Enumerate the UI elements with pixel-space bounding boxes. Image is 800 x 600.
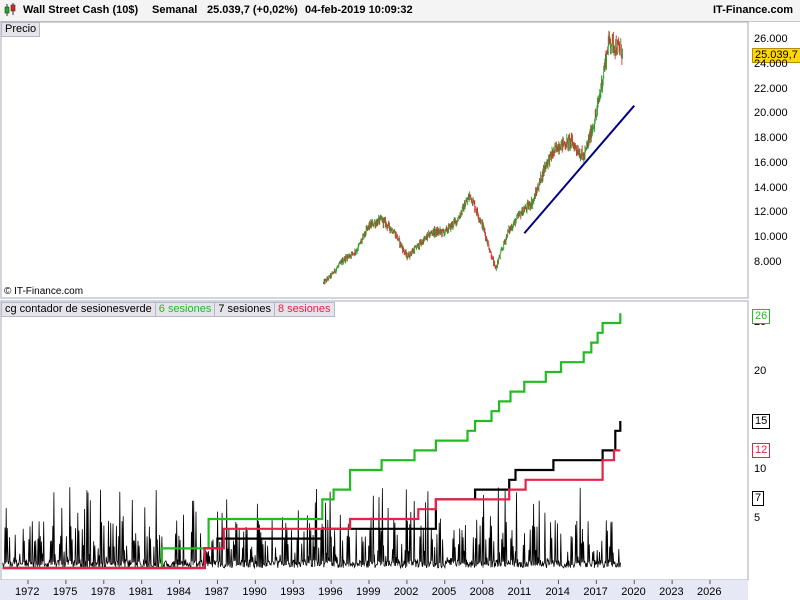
badge-noise: 7 [752,491,765,506]
noise-line [2,487,621,570]
x-axis-tick-label: 2026 [697,586,722,598]
badge-6-sesiones: 26 [752,309,771,324]
price-y-tick: 24.000 [754,57,788,70]
x-axis-tick-label: 1993 [280,586,305,598]
price-y-tick: 14.000 [754,181,788,194]
badge-8-sesiones: 12 [752,443,771,458]
x-axis-tick-label: 2020 [621,586,646,598]
x-axis-tick-label: 1999 [356,586,381,598]
indicator-panel-tag: cg contador de sesionesverde [1,302,156,317]
x-axis-tick-label: 2023 [659,586,684,598]
badge-7-sesiones: 15 [752,414,771,429]
datetime-label: 04-feb-2019 10:09:32 [305,4,413,16]
indicator-legend: cg contador de sesionesverde 6 sesiones 7 … [1,302,335,317]
watermark-label: © IT-Finance.com [4,286,84,297]
step-series-7-sesiones[interactable] [2,421,622,570]
price-y-tick: 16.000 [754,156,788,169]
price-y-tick: 20.000 [754,107,788,120]
x-axis-tick-label: 2011 [507,586,532,598]
price-y-tick: 18.000 [754,132,788,145]
price-panel[interactable] [0,21,749,299]
price-panel-tag: Precio [1,22,41,37]
x-axis-tick-label: 2002 [393,586,419,598]
quote-label: 25.039,7 (+0,02%) [207,4,298,16]
price-y-tick: 10.000 [754,231,788,244]
x-axis-tick-label: 2008 [469,586,495,598]
x-axis-tick-label: 1981 [128,586,154,598]
x-axis-tick-label: 1972 [15,586,40,598]
brand-label: IT-Finance.com [713,4,794,16]
x-axis-tick-label: 2014 [545,586,570,598]
x-axis-tick-label: 1978 [90,586,116,598]
indicator-y-tick: 10 [754,463,767,475]
period-label: Semanal [152,4,198,16]
trendline[interactable] [523,105,635,234]
x-axis-tick-label: 2005 [431,586,457,598]
x-axis-tick-label: 1990 [242,586,267,598]
instrument-title: Wall Street Cash (10$) [23,4,139,16]
price-y-tick: 8.000 [754,256,782,268]
indicator-y-tick: 20 [754,365,767,377]
indicator-panel[interactable] [0,300,749,581]
indicator-y-tick: 5 [754,512,761,524]
step-series-8-sesiones[interactable] [2,449,621,570]
current-price-badge: 25.039,7 [752,48,800,63]
x-axis-tick-label: 1996 [318,586,343,598]
price-y-tick: 26.000 [754,33,788,45]
x-axis-tick-label: 1975 [52,586,78,598]
candlestick-icon [4,3,16,17]
price-y-tick: 22.000 [754,82,788,95]
price-candles [323,30,623,285]
step-series-6-sesiones[interactable] [2,313,622,570]
price-y-tick: 12.000 [754,206,788,219]
x-axis-tick-label: 2017 [583,586,608,598]
legend-7-sesiones[interactable]: 7 sesiones [215,302,275,317]
indicator-noise-series [2,487,621,570]
legend-8-sesiones[interactable]: 8 sesiones [274,302,335,317]
legend-6-sesiones[interactable]: 6 sesiones [155,302,216,317]
x-axis-tick-label: 1984 [166,586,192,598]
x-axis-tick-label: 1987 [204,586,229,598]
x-axis-bar [0,580,748,600]
chart-header: Wall Street Cash (10$) Semanal 25.039,7 … [0,0,800,22]
